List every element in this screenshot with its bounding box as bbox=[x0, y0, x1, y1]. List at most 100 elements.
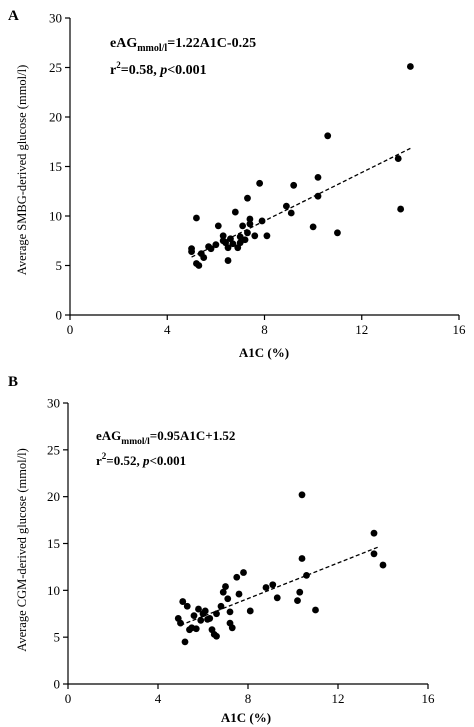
panel-b-y-tick-label: 0 bbox=[54, 677, 61, 692]
panel-a-label: A bbox=[8, 8, 19, 24]
panel-a-scatter-chart: A Average SMBG-derived glucose (mmol/l) … bbox=[8, 8, 466, 360]
panel-a-data-point bbox=[244, 194, 251, 202]
panel-b-x-axis-label: A1C (%) bbox=[221, 710, 271, 725]
panel-a-data-point bbox=[309, 223, 317, 231]
panel-a-data-point bbox=[244, 229, 251, 237]
panel-b-plot-area: 0 5 10 15 20 25 30 0 4 8 12 16 bbox=[47, 396, 435, 707]
panel-a-x-tick-label: 4 bbox=[164, 322, 171, 337]
panel-b-data-point bbox=[233, 573, 241, 581]
panel-a-r-squared: r2=0.58, p<0.001 bbox=[110, 60, 207, 78]
panel-a-data-point bbox=[229, 240, 237, 248]
panel-b-y-axis-label: Average CGM-derived glucose (mmol/l) bbox=[15, 448, 29, 652]
panel-b-x-tick-label: 8 bbox=[245, 691, 252, 706]
panel-a-data-point bbox=[219, 232, 227, 240]
panel-a-data-point bbox=[193, 214, 200, 222]
panel-b-y-tick-label: 5 bbox=[54, 630, 61, 645]
panel-b-data-point bbox=[177, 619, 184, 627]
panel-b-data-point bbox=[224, 595, 232, 603]
panel-b-data-point bbox=[183, 602, 191, 610]
panel-b-x-tick-label: 4 bbox=[155, 691, 162, 706]
panel-a-x-tick-label: 16 bbox=[453, 322, 467, 337]
panel-a-data-point bbox=[406, 63, 414, 70]
panel-a-x-tick-label: 8 bbox=[261, 322, 268, 337]
panel-a-data-point bbox=[241, 236, 249, 244]
panel-a-data-point bbox=[263, 232, 271, 240]
panel-b-data-point bbox=[273, 594, 281, 602]
panel-a-data-point bbox=[334, 229, 341, 237]
panel-a-data-point bbox=[236, 239, 244, 247]
panel-b-x-tick-label: 16 bbox=[422, 691, 436, 706]
panel-b-data-point bbox=[181, 638, 189, 646]
panel-b-y-tick-label: 20 bbox=[47, 489, 60, 504]
panel-a-y-tick-label: 25 bbox=[49, 60, 62, 75]
panel-b-data-point bbox=[213, 632, 220, 640]
panel-b-data-point bbox=[296, 588, 304, 596]
panel-a-data-point bbox=[246, 220, 254, 228]
panel-a-x-tick-label: 0 bbox=[67, 322, 74, 337]
panel-b-data-point bbox=[370, 529, 378, 537]
panel-a-data-point bbox=[231, 208, 239, 216]
panel-a-data-point bbox=[239, 222, 247, 230]
panel-b-y-tick-label: 10 bbox=[47, 583, 60, 598]
panel-b-data-point bbox=[217, 602, 225, 610]
panel-a-x-tick-label: 12 bbox=[355, 322, 368, 337]
panel-a-y-tick-label: 15 bbox=[49, 159, 62, 174]
panel-b-y-tick-label: 25 bbox=[47, 442, 60, 457]
panel-a-y-tick-label: 20 bbox=[49, 110, 62, 125]
panel-a-data-point bbox=[188, 248, 195, 256]
panel-b-regression-line bbox=[180, 546, 379, 626]
panel-a-data-point bbox=[314, 173, 322, 181]
panel-a-plot-area: 0 5 10 15 20 25 30 0 4 8 12 16 bbox=[49, 11, 466, 338]
panel-b-label: B bbox=[8, 374, 18, 390]
panel-a-data-point bbox=[224, 257, 232, 264]
panel-a-data-point bbox=[394, 155, 402, 162]
panel-a-data-point bbox=[207, 245, 215, 253]
panel-b-data-point bbox=[298, 555, 306, 562]
panel-a-y-tick-label: 30 bbox=[49, 11, 62, 26]
panel-b-data-point bbox=[246, 607, 254, 615]
panel-b-data-point bbox=[298, 491, 306, 499]
panel-b-y-tick-label: 15 bbox=[47, 536, 60, 551]
panel-b-r-squared: r2=0.52, p<0.001 bbox=[96, 451, 186, 468]
panel-a-x-axis-label: A1C (%) bbox=[239, 345, 289, 360]
panel-b-data-point bbox=[195, 605, 202, 613]
panel-b-data-point bbox=[370, 550, 378, 558]
panel-b-scatter-chart: B Average CGM-derived glucose (mmol/l) A… bbox=[8, 374, 435, 725]
panel-a-equation: eAGmmol/l=1.22A1C-0.25 bbox=[110, 36, 256, 54]
panel-a-data-point bbox=[258, 217, 266, 225]
panel-b-data-point bbox=[269, 581, 277, 589]
panel-a-data-point bbox=[212, 241, 220, 249]
panel-b-data-point bbox=[219, 588, 227, 596]
panel-b-data-point bbox=[303, 571, 310, 579]
panel-b-y-tick-label: 30 bbox=[47, 396, 60, 411]
panel-a-y-axis-label: Average SMBG-derived glucose (mmol/l) bbox=[15, 65, 29, 275]
panel-a-data-point bbox=[282, 202, 290, 210]
panel-b-data-point bbox=[197, 616, 205, 624]
panel-b-equation: eAGmmol/l=0.95A1C+1.52 bbox=[96, 428, 235, 447]
panel-a-data-point bbox=[324, 132, 332, 140]
panel-a-data-point bbox=[200, 254, 208, 261]
panel-b-x-tick-label: 0 bbox=[65, 691, 72, 706]
panel-b-data-point bbox=[201, 607, 209, 615]
panel-b-data-point bbox=[222, 583, 229, 590]
panel-a-data-point bbox=[290, 181, 298, 189]
panel-a-data-point bbox=[251, 232, 259, 240]
panel-b-data-point bbox=[190, 612, 198, 620]
panel-b-data-point bbox=[294, 597, 301, 605]
panel-a-data-point bbox=[397, 205, 405, 213]
panel-b-data-point bbox=[206, 615, 214, 622]
panel-b-data-point bbox=[179, 598, 187, 605]
panel-b-x-tick-label: 12 bbox=[332, 691, 345, 706]
panel-b-data-point bbox=[226, 608, 234, 616]
panel-a-y-tick-label: 10 bbox=[49, 209, 62, 224]
panel-a-data-point bbox=[246, 215, 254, 223]
panel-b-data-point bbox=[262, 584, 270, 591]
panel-a-data-point bbox=[236, 233, 244, 241]
panel-a-data-point bbox=[314, 192, 322, 200]
panel-b-data-point bbox=[240, 569, 247, 576]
panel-b-data-point bbox=[235, 590, 243, 598]
panel-a-data-point bbox=[256, 179, 264, 187]
panel-a-data-point bbox=[224, 244, 232, 252]
panel-a-data-point bbox=[287, 209, 295, 217]
